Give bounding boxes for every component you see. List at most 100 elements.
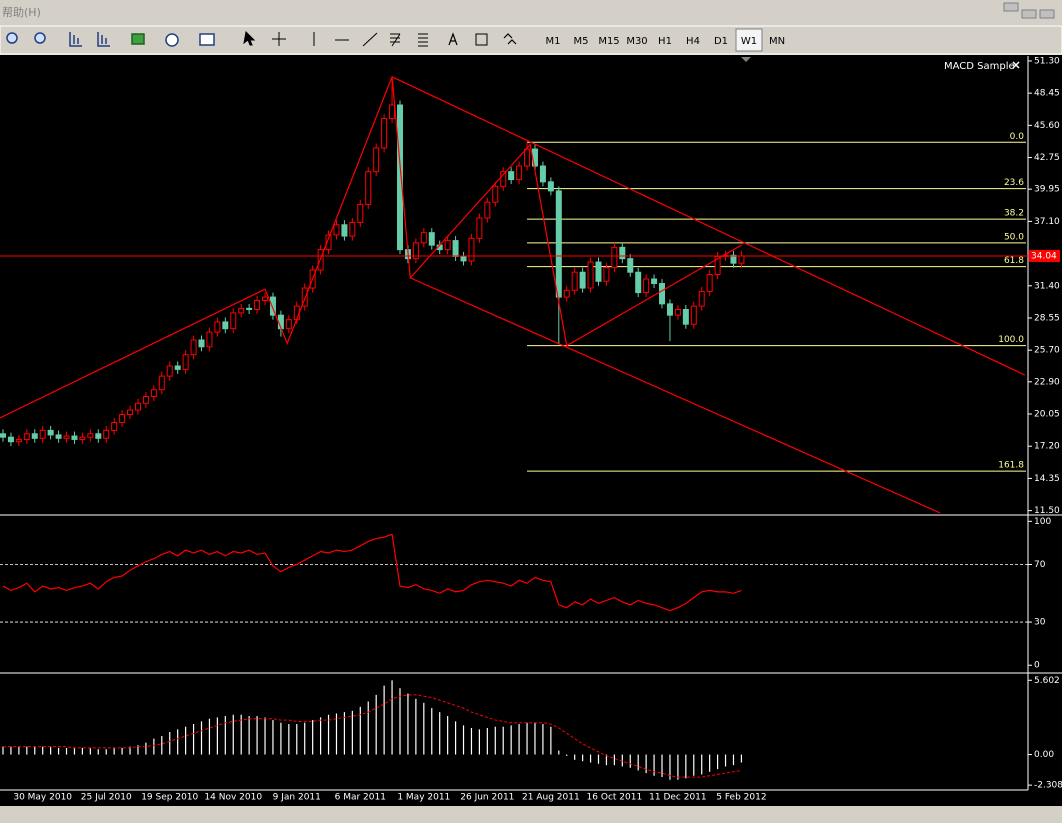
timeframe-button[interactable]: M15 bbox=[598, 36, 619, 47]
y-tick-label: 0 bbox=[1034, 661, 1040, 671]
window-button[interactable] bbox=[1003, 2, 1019, 12]
timeframe-button[interactable]: MN bbox=[769, 36, 785, 47]
y-tick-label: 17.20 bbox=[1034, 442, 1060, 452]
y-tick-label: 0.00 bbox=[1034, 750, 1054, 760]
candle-body bbox=[63, 435, 70, 439]
candle-body bbox=[412, 242, 419, 260]
templates-icon[interactable] bbox=[199, 33, 215, 46]
candle-body bbox=[571, 271, 578, 291]
plot bbox=[0, 76, 1026, 514]
window-button[interactable] bbox=[1021, 9, 1037, 19]
candle-body bbox=[643, 278, 650, 294]
y-tick-label: 28.55 bbox=[1034, 313, 1060, 323]
trend-line bbox=[410, 277, 941, 514]
trendline-icon[interactable] bbox=[362, 32, 378, 47]
candle-body bbox=[262, 296, 269, 301]
label-tool-icon[interactable] bbox=[475, 33, 488, 46]
timeframe-button[interactable]: M5 bbox=[574, 36, 589, 47]
candle-body bbox=[158, 375, 165, 391]
candle-body bbox=[611, 246, 618, 269]
candle-body bbox=[381, 118, 388, 149]
candle-body bbox=[23, 433, 30, 440]
crosshair-icon[interactable] bbox=[272, 32, 286, 46]
cursor-icon[interactable] bbox=[243, 30, 256, 46]
y-tick-label: 11.50 bbox=[1034, 506, 1060, 516]
periods-icon[interactable] bbox=[165, 33, 179, 47]
candle-body bbox=[15, 438, 22, 443]
toolbar-icons bbox=[6, 30, 517, 47]
y-tick-label: 37.10 bbox=[1034, 217, 1060, 227]
timeframe-button[interactable]: M1 bbox=[546, 36, 561, 47]
text-tool-icon[interactable] bbox=[448, 32, 458, 46]
chart-shift-icon[interactable] bbox=[69, 32, 82, 47]
candle-body bbox=[595, 261, 602, 282]
candle-body bbox=[285, 319, 292, 330]
x-tick-label: 11 Dec 2011 bbox=[649, 793, 707, 803]
close-icon[interactable] bbox=[1012, 61, 1020, 69]
candle-body bbox=[174, 365, 181, 370]
zoom-out-icon[interactable] bbox=[34, 32, 46, 44]
candle-body bbox=[47, 429, 54, 436]
candle-body bbox=[397, 104, 403, 251]
candle-body bbox=[738, 255, 745, 264]
fibo-label: 38.2 bbox=[1004, 209, 1024, 219]
y-tick-label: 39.95 bbox=[1034, 185, 1060, 195]
candle-body bbox=[206, 331, 213, 348]
candle-body bbox=[420, 232, 427, 244]
fibo-icon[interactable] bbox=[418, 33, 428, 47]
candle-body bbox=[706, 273, 713, 292]
candle-body bbox=[190, 339, 197, 356]
candle-body bbox=[428, 232, 435, 246]
status-strip bbox=[0, 806, 1062, 819]
price-tag bbox=[1029, 249, 1060, 262]
arrows-icon[interactable] bbox=[503, 33, 517, 45]
window-button[interactable] bbox=[1039, 9, 1055, 19]
candle-body bbox=[166, 365, 173, 377]
candle-body bbox=[150, 389, 157, 398]
x-tick-label: 21 Aug 2011 bbox=[522, 793, 580, 803]
candle-body bbox=[182, 354, 189, 370]
fibo-label: 61.8 bbox=[1004, 256, 1024, 266]
trend-line bbox=[0, 76, 742, 419]
candle-body bbox=[238, 307, 245, 314]
y-tick-label: 31.40 bbox=[1034, 281, 1060, 291]
x-tick-label: 14 Nov 2010 bbox=[204, 793, 262, 803]
candle-body bbox=[452, 240, 459, 257]
candle-body bbox=[198, 339, 205, 348]
y-tick-label: 14.35 bbox=[1034, 474, 1060, 484]
candle-body bbox=[460, 255, 467, 262]
fibo-label: 161.8 bbox=[998, 461, 1024, 471]
candle-body bbox=[492, 185, 499, 203]
candle-body bbox=[524, 148, 531, 167]
timeframe-button[interactable]: H1 bbox=[658, 36, 672, 47]
menu-help[interactable]: 帮助(H) bbox=[2, 5, 41, 19]
channel-icon[interactable] bbox=[390, 33, 401, 47]
candle-body bbox=[666, 303, 673, 316]
indicators-icon[interactable] bbox=[131, 33, 145, 45]
candle-body bbox=[325, 234, 332, 251]
y-tick-label: 48.45 bbox=[1034, 89, 1060, 99]
candle-body bbox=[603, 267, 610, 282]
candle-body bbox=[508, 171, 515, 181]
zoom-in-icon[interactable] bbox=[6, 32, 18, 44]
candle-body bbox=[651, 278, 658, 285]
candle-body bbox=[341, 224, 348, 237]
y-tick-label: 51.30 bbox=[1034, 56, 1060, 66]
timeframe-button[interactable]: D1 bbox=[714, 36, 728, 47]
candle-body bbox=[682, 309, 689, 325]
timeframe-button[interactable]: H4 bbox=[686, 36, 700, 47]
autoscroll-icon[interactable] bbox=[97, 32, 110, 47]
timeframe-button[interactable]: W1 bbox=[741, 36, 757, 47]
candle-body bbox=[31, 433, 38, 439]
candle-body bbox=[246, 307, 253, 311]
timeframe-button[interactable]: M30 bbox=[626, 36, 647, 47]
candle-body bbox=[539, 165, 546, 183]
candle-body bbox=[627, 258, 634, 273]
candle-body bbox=[103, 429, 110, 439]
chart-area bbox=[0, 55, 1062, 806]
candle-body bbox=[587, 261, 594, 289]
x-tick-label: 19 Sep 2010 bbox=[141, 793, 198, 803]
expert-label: MACD Sample bbox=[944, 61, 1015, 72]
candle-body bbox=[87, 433, 94, 438]
